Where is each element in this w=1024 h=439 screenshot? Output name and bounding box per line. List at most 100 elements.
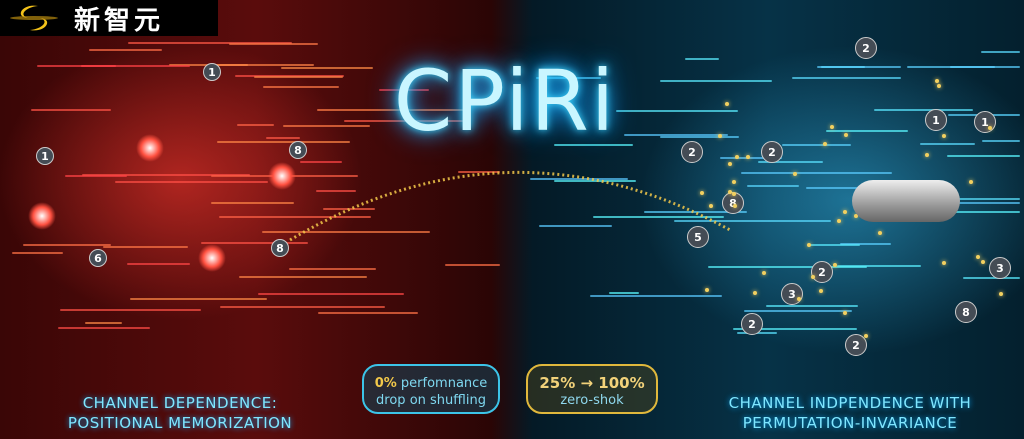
- light-streak: [282, 125, 371, 128]
- gold-point: [731, 179, 736, 184]
- light-streak: [238, 276, 368, 279]
- node-badge: 8: [289, 141, 307, 159]
- node-badge: 2: [845, 334, 867, 356]
- gold-point: [728, 189, 733, 194]
- light-streak: [782, 143, 852, 146]
- badge-line2: drop on shuffling: [376, 393, 486, 408]
- light-streak: [219, 216, 372, 219]
- gold-point: [717, 134, 722, 139]
- gold-point: [968, 180, 973, 185]
- light-streak: [60, 308, 202, 311]
- right-caption-line1: CHANNEL INDPENDENCE WITH: [728, 394, 972, 412]
- light-streak: [918, 198, 1020, 201]
- light-streak: [65, 175, 127, 178]
- light-streak: [747, 184, 800, 187]
- node-badge: 2: [761, 141, 783, 163]
- light-streak: [210, 201, 294, 204]
- light-streak: [946, 154, 1020, 157]
- light-streak: [757, 160, 823, 163]
- light-streak: [616, 109, 739, 112]
- gold-arc: [289, 170, 731, 242]
- node-badge: 5: [687, 226, 709, 248]
- light-streak: [685, 58, 720, 61]
- gold-point: [796, 296, 801, 301]
- light-streak: [980, 50, 1020, 53]
- title: CPiRi: [393, 52, 617, 150]
- light-streak: [379, 89, 429, 92]
- gold-point: [732, 191, 736, 196]
- gold-point: [937, 84, 942, 89]
- gold-point: [837, 219, 842, 224]
- light-streak: [928, 211, 1020, 214]
- gold-point: [999, 291, 1004, 296]
- badge-line1: perfomnance: [396, 376, 488, 391]
- light-streak: [592, 216, 725, 219]
- gold-point: [806, 242, 811, 247]
- gold-point: [823, 142, 828, 147]
- light-streak: [281, 66, 373, 69]
- gold-point: [705, 287, 710, 292]
- gold-point: [924, 152, 929, 157]
- light-streak: [920, 143, 976, 146]
- node-badge: 8: [955, 301, 977, 323]
- light-streak: [344, 120, 464, 123]
- light-streak: [81, 173, 250, 176]
- gold-point: [941, 260, 946, 265]
- light-streak: [839, 243, 892, 246]
- gold-point: [832, 263, 837, 268]
- light-streak: [659, 79, 772, 82]
- light-streak: [554, 180, 636, 183]
- light-streak: [289, 267, 376, 270]
- node-badge: 8: [271, 239, 289, 257]
- light-streak: [766, 304, 859, 307]
- badge-highlight: 0%: [374, 376, 397, 391]
- zero-shot-label: zero-shok: [560, 393, 624, 408]
- logo: 新智元: [0, 0, 218, 36]
- red-glow: [268, 162, 296, 190]
- light-streak: [257, 292, 405, 295]
- light-streak: [912, 202, 1020, 205]
- node-badge: 1: [203, 63, 221, 81]
- light-streak: [536, 76, 601, 79]
- light-streak: [57, 326, 151, 329]
- right-caption-line2: PERMUTATION-INVARIANCE: [742, 414, 958, 432]
- light-streak: [114, 181, 269, 184]
- red-glow: [136, 134, 164, 162]
- light-streak: [741, 172, 893, 175]
- gold-point: [745, 155, 750, 160]
- light-streak: [539, 224, 613, 227]
- gold-point: [818, 289, 823, 294]
- light-streak: [733, 328, 858, 331]
- light-streak: [874, 108, 974, 111]
- gold-point: [708, 204, 713, 209]
- gold-point: [725, 101, 730, 106]
- right-caption: CHANNEL INDPENDENCE WITH PERMUTATION-INV…: [700, 393, 1000, 433]
- light-streak: [262, 86, 339, 89]
- light-streak: [201, 241, 309, 244]
- light-streak: [129, 297, 268, 300]
- node-badge: 1: [925, 109, 947, 131]
- light-streak: [673, 219, 831, 222]
- light-streak: [317, 311, 418, 314]
- light-streak: [212, 63, 314, 66]
- light-streak: [216, 141, 351, 144]
- gold-point: [733, 203, 738, 208]
- light-streak: [22, 244, 111, 247]
- light-streak: [720, 157, 782, 159]
- node-badge: 3: [989, 257, 1011, 279]
- gold-point: [976, 254, 981, 259]
- red-glow: [28, 202, 56, 230]
- gold-point: [700, 190, 704, 195]
- light-streak: [84, 321, 122, 324]
- light-streak: [644, 210, 748, 213]
- light-streak: [220, 305, 386, 308]
- logo-text: 新智元: [74, 5, 165, 36]
- gold-point: [830, 125, 835, 130]
- gold-point: [934, 79, 939, 84]
- zero-shot-badge: 25% → 100% zero-shok: [526, 364, 658, 414]
- left-caption-line1: CHANNEL DEPENDENCE:: [82, 394, 278, 412]
- gold-point: [980, 260, 985, 265]
- node-badge: 1: [974, 111, 996, 133]
- gold-point: [842, 311, 847, 316]
